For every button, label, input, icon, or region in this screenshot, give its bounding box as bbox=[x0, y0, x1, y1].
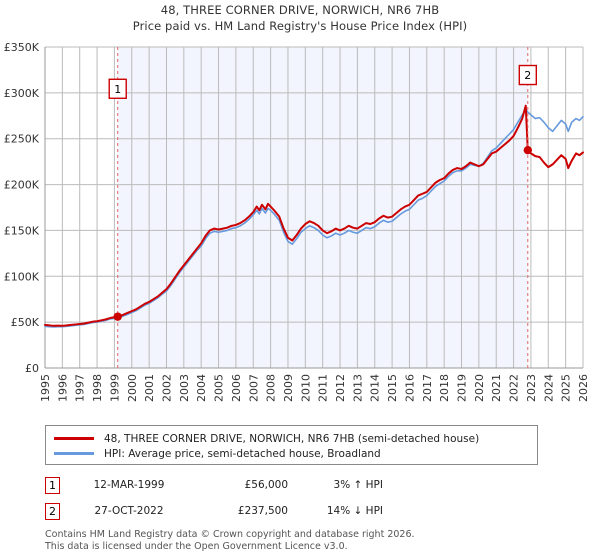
x-axis-tick-label: 2021 bbox=[490, 374, 503, 402]
transaction-hpi-delta: 14% ↓ HPI bbox=[326, 505, 383, 517]
legend-label-price-paid: 48, THREE CORNER DRIVE, NORWICH, NR6 7HB… bbox=[104, 432, 480, 445]
transaction-hpi-delta: 3% ↑ HPI bbox=[333, 479, 383, 491]
x-axis-tick-label: 2019 bbox=[456, 374, 469, 402]
legend-item-hpi: HPI: Average price, semi-detached house,… bbox=[54, 446, 529, 461]
page-title: 48, THREE CORNER DRIVE, NORWICH, NR6 7HB bbox=[160, 3, 440, 17]
x-axis-tick-label: 2024 bbox=[542, 374, 555, 402]
transaction-price: £237,500 bbox=[237, 505, 288, 517]
status-badge: 2 bbox=[45, 502, 60, 520]
marker-badge-box[interactable] bbox=[108, 78, 127, 99]
x-axis-tick-label: 2001 bbox=[143, 374, 156, 402]
x-axis-tick-label: 2010 bbox=[299, 374, 312, 402]
x-axis-tick-label: 2025 bbox=[560, 374, 573, 402]
y-axis-tick-label: £250K bbox=[4, 133, 40, 146]
transaction-date: 27-OCT-2022 bbox=[94, 505, 164, 517]
x-axis-tick-label: 2012 bbox=[334, 374, 347, 402]
x-axis-tick-label: 2002 bbox=[160, 374, 173, 402]
transactions-table: 1 12-MAR-1999 £56,000 3% ↑ HPI 2 27-OCT-… bbox=[45, 472, 445, 524]
chart-title-block: 48, THREE CORNER DRIVE, NORWICH, NR6 7HB… bbox=[0, 2, 600, 34]
x-axis-tick-label: 2020 bbox=[473, 374, 486, 402]
y-axis-tick-label: £0 bbox=[25, 362, 39, 375]
legend-swatch-price-paid bbox=[54, 437, 94, 440]
marker-dot[interactable] bbox=[113, 312, 122, 321]
x-axis-tick-label: 2015 bbox=[386, 374, 399, 402]
footer-line-copyright: Contains HM Land Registry data © Crown c… bbox=[45, 529, 415, 540]
marker-dot[interactable] bbox=[523, 145, 533, 155]
price-history-chart: 1995 1996 1997 1998 1999 2000 2001 2002 2003 2004… bbox=[4, 41, 590, 402]
x-axis-tick-label: 2023 bbox=[525, 374, 538, 402]
legend-item-price-paid: 48, THREE CORNER DRIVE, NORWICH, NR6 7HB… bbox=[54, 431, 529, 446]
chart-legend: 48, THREE CORNER DRIVE, NORWICH, NR6 7HB… bbox=[45, 425, 538, 465]
x-axis-tick-label: 2016 bbox=[403, 374, 416, 402]
y-axis-tick-label: £100K bbox=[4, 270, 40, 283]
x-axis-tick-label: 1999 bbox=[108, 374, 121, 402]
y-axis-tick-label: £50K bbox=[11, 316, 40, 329]
footer-attribution: Contains HM Land Registry data © Crown c… bbox=[45, 529, 585, 552]
x-axis-tick-label: 2008 bbox=[265, 374, 278, 402]
y-axis-tick-label: £350K bbox=[4, 41, 40, 54]
x-axis-tick-label: 1997 bbox=[74, 374, 87, 402]
x-axis-tick-label: 2026 bbox=[577, 374, 590, 402]
x-axis-tick-label: 2004 bbox=[195, 374, 208, 402]
footer-line-licence: This data is licensed under the Open Gov… bbox=[45, 540, 348, 552]
page-subtitle: Price paid vs. HM Land Registry's House … bbox=[132, 19, 468, 33]
marker-badge-label: 1 bbox=[114, 83, 121, 96]
x-axis-tick-label: 2006 bbox=[230, 374, 243, 402]
transaction-price: £56,000 bbox=[244, 479, 288, 491]
x-axis-tick-label: 1998 bbox=[91, 374, 104, 402]
x-axis-tick-label: 2014 bbox=[369, 374, 382, 402]
y-axis-tick-label: £300K bbox=[4, 87, 40, 100]
y-axis-tick-label: £200K bbox=[4, 179, 40, 192]
x-axis-tick-label: 2022 bbox=[508, 374, 521, 402]
table-row: 1 12-MAR-1999 £56,000 3% ↑ HPI bbox=[45, 472, 445, 498]
x-axis-tick-label: 2003 bbox=[178, 374, 191, 402]
legend-label-hpi: HPI: Average price, semi-detached house,… bbox=[104, 447, 381, 460]
y-axis-tick-label: £150K bbox=[4, 224, 40, 237]
x-axis-tick-label: 2018 bbox=[438, 374, 451, 402]
x-axis-tick-label: 2007 bbox=[247, 374, 260, 402]
series-line-hpi bbox=[44, 108, 584, 328]
x-axis-tick-label: 2017 bbox=[421, 374, 434, 402]
marker-badge-box[interactable] bbox=[518, 64, 538, 86]
status-badge: 1 bbox=[45, 476, 60, 494]
table-row: 2 27-OCT-2022 £237,500 14% ↓ HPI bbox=[45, 498, 445, 524]
x-axis-tick-label: 2011 bbox=[317, 374, 330, 402]
x-axis-tick-label: 2005 bbox=[213, 374, 226, 402]
x-axis-tick-label: 1995 bbox=[39, 374, 52, 402]
x-axis-tick-label: 2013 bbox=[351, 374, 364, 402]
marker-badge-label: 2 bbox=[524, 69, 531, 82]
legend-swatch-hpi bbox=[54, 452, 94, 455]
transaction-date: 12-MAR-1999 bbox=[93, 479, 165, 491]
x-axis-tick-label: 1996 bbox=[56, 374, 69, 402]
series-line-price-paid bbox=[44, 104, 584, 327]
x-axis-tick-label: 2000 bbox=[126, 374, 139, 402]
x-axis-tick-label: 2009 bbox=[282, 374, 295, 402]
